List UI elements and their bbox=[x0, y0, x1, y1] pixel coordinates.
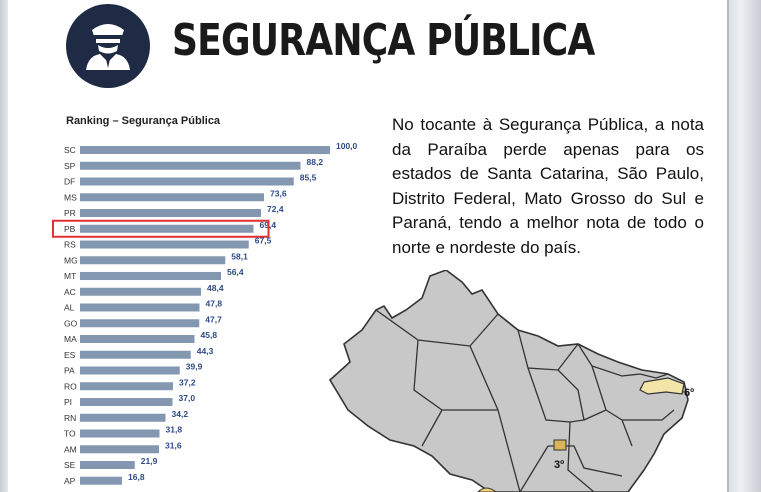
bar bbox=[80, 350, 191, 359]
bar-chart: SC 100,0SP 88,2DF 85,5MS 73,6PR 72,4PB 69,4RS 6… bbox=[52, 141, 358, 486]
category-label: MG bbox=[64, 255, 78, 265]
bar bbox=[80, 319, 200, 328]
category-label: TO bbox=[64, 429, 76, 439]
value-label: 37,0 bbox=[179, 393, 196, 403]
chart-title: Ranking – Segurança Pública bbox=[66, 115, 221, 127]
police-officer-icon bbox=[66, 4, 150, 88]
value-label: 58,1 bbox=[231, 251, 248, 261]
value-label: 31,6 bbox=[165, 440, 182, 450]
bar bbox=[80, 382, 173, 391]
map-rank-label-pb: 6º bbox=[684, 387, 694, 399]
category-label: PA bbox=[64, 366, 75, 376]
category-label: PR bbox=[64, 208, 76, 218]
category-label: AM bbox=[64, 444, 77, 454]
category-label: PI bbox=[64, 397, 72, 407]
bar bbox=[80, 224, 254, 233]
bar bbox=[80, 429, 160, 438]
bar bbox=[80, 413, 166, 422]
bar bbox=[80, 256, 226, 265]
category-label: AC bbox=[64, 287, 76, 297]
window-frame-left bbox=[0, 0, 8, 492]
value-label: 48,4 bbox=[207, 283, 224, 293]
category-label: MS bbox=[64, 192, 77, 202]
bar bbox=[80, 366, 180, 375]
bar bbox=[80, 209, 261, 217]
bar bbox=[80, 461, 135, 469]
bar bbox=[80, 240, 249, 249]
category-label: RS bbox=[64, 240, 76, 250]
bar bbox=[80, 445, 159, 454]
bar bbox=[80, 161, 301, 170]
category-label: SC bbox=[64, 145, 76, 155]
value-label: 45,8 bbox=[201, 330, 218, 340]
value-label: 85,5 bbox=[300, 173, 317, 183]
page-title: SEGURANÇA PÚBLICA bbox=[172, 15, 595, 66]
window-frame-right bbox=[727, 0, 761, 492]
category-label: AP bbox=[64, 476, 76, 486]
map-highlight-pb bbox=[639, 377, 685, 395]
category-label: DF bbox=[64, 177, 75, 187]
map-land bbox=[328, 270, 689, 492]
value-label: 39,9 bbox=[186, 362, 203, 372]
category-label: AL bbox=[64, 303, 75, 313]
category-label: PB bbox=[64, 224, 76, 234]
value-label: 34,2 bbox=[172, 409, 189, 419]
category-label: MA bbox=[64, 334, 77, 344]
value-label: 31,8 bbox=[166, 425, 183, 435]
category-label: RO bbox=[64, 381, 77, 391]
bar bbox=[80, 272, 221, 280]
value-label: 56,4 bbox=[227, 267, 244, 277]
bar bbox=[80, 335, 195, 343]
highlight-box bbox=[52, 219, 270, 238]
category-label: GO bbox=[64, 318, 78, 328]
value-label: 100,0 bbox=[336, 141, 358, 151]
map-state-borders bbox=[375, 309, 685, 492]
value-label: 72,4 bbox=[267, 204, 284, 214]
value-label: 67,5 bbox=[255, 236, 272, 246]
category-label: MT bbox=[64, 271, 76, 281]
bar bbox=[80, 177, 294, 186]
description-text: No tocante à Segurança Pública, a nota d… bbox=[392, 115, 704, 257]
value-label: 37,2 bbox=[179, 377, 196, 387]
value-label: 47,7 bbox=[205, 314, 222, 324]
map-rank-label-df: 3º bbox=[554, 459, 564, 471]
value-label: 88,2 bbox=[307, 157, 324, 167]
category-label: SE bbox=[64, 460, 76, 470]
map-highlight-df bbox=[553, 439, 567, 451]
bar bbox=[80, 287, 201, 296]
bar bbox=[80, 398, 173, 406]
bar bbox=[80, 303, 200, 312]
value-label: 73,6 bbox=[270, 188, 287, 198]
value-label: 16,8 bbox=[128, 472, 145, 482]
value-label: 21,9 bbox=[141, 456, 158, 466]
bar bbox=[80, 146, 330, 154]
value-label: 44,3 bbox=[197, 346, 214, 356]
value-label: 47,8 bbox=[206, 299, 223, 309]
category-label: SP bbox=[64, 161, 76, 171]
category-label: ES bbox=[64, 350, 76, 360]
category-label: RN bbox=[64, 413, 76, 423]
bar bbox=[80, 476, 122, 485]
brazil-map: 6º 3º bbox=[328, 270, 694, 492]
bar bbox=[80, 193, 264, 202]
